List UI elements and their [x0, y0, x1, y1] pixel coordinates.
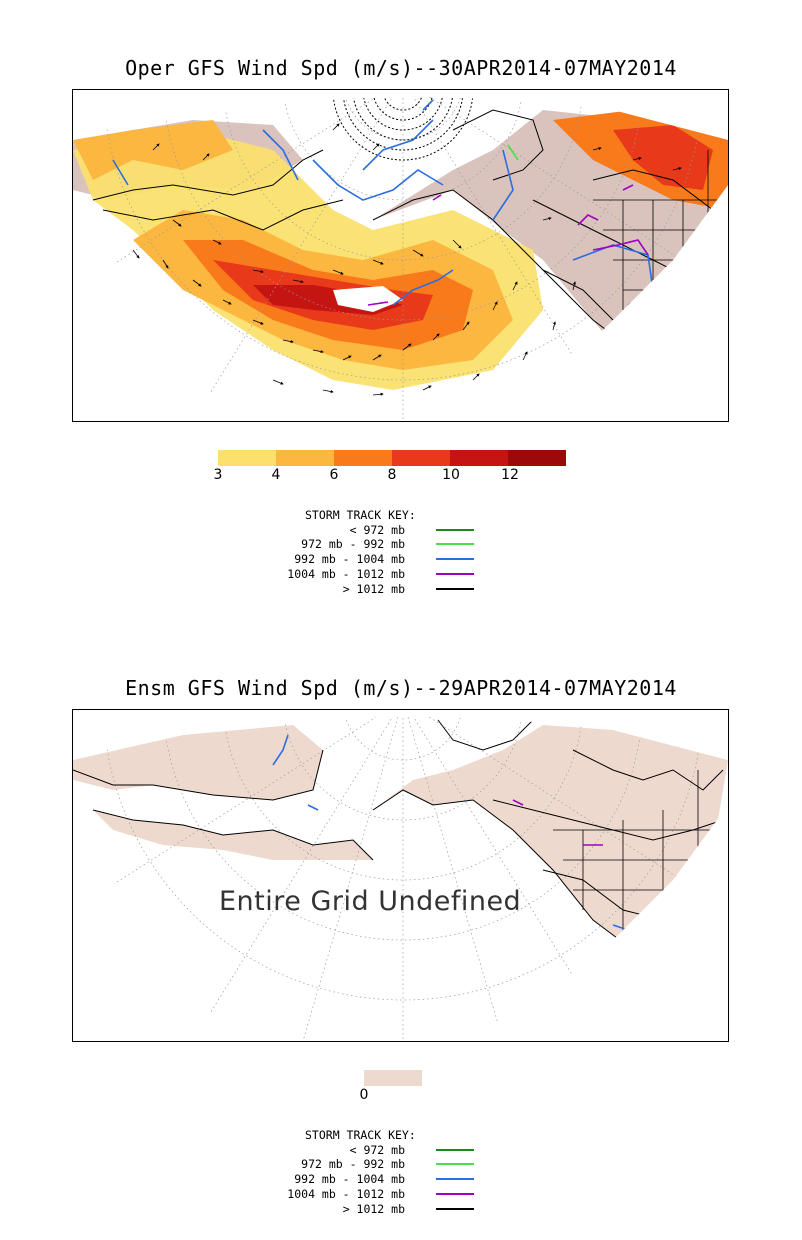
colorbar-segment	[508, 450, 566, 466]
storm-key-label: > 1012 mb	[342, 1202, 405, 1216]
storm-key-line	[436, 543, 474, 545]
panel2-colorbar	[364, 1070, 422, 1086]
storm-key-label: 992 mb - 1004 mb	[294, 1172, 405, 1186]
panel1-title: Oper GFS Wind Spd (m/s)--30APR2014-07MAY…	[125, 56, 677, 80]
colorbar-tick: 0	[359, 1087, 369, 1103]
panel2-title: Ensm GFS Wind Spd (m/s)--29APR2014-07MAY…	[125, 676, 677, 700]
storm-key-label: 1004 mb - 1012 mb	[287, 1187, 405, 1201]
colorbar-segment	[276, 450, 334, 466]
storm-key-title: STORM TRACK KEY:	[305, 508, 416, 522]
colorbar-segment	[450, 450, 508, 466]
colorbar-tick: 8	[387, 467, 397, 483]
storm-key-line	[436, 1208, 474, 1210]
undefined-grid-message: Entire Grid Undefined	[219, 886, 522, 917]
storm-key-line	[436, 1178, 474, 1180]
panel2-storm-track-key: STORM TRACK KEY: < 972 mb 972 mb - 992 m…	[0, 1128, 802, 1218]
storm-key-line	[436, 558, 474, 560]
colorbar-segment	[218, 450, 276, 466]
colorbar-segment	[364, 1070, 422, 1086]
storm-key-line	[436, 588, 474, 590]
panel1-map	[72, 89, 729, 422]
panel2-map: Entire Grid Undefined	[72, 709, 729, 1042]
storm-key-label: 972 mb - 992 mb	[301, 1157, 405, 1171]
wind-speed-map	[73, 96, 728, 421]
colorbar-tick: 12	[501, 467, 519, 483]
panel1-colorbar	[218, 450, 566, 466]
wind-speed-map	[73, 716, 728, 1041]
colorbar-segment	[334, 450, 392, 466]
colorbar-tick: 3	[213, 467, 223, 483]
colorbar-tick: 10	[442, 467, 460, 483]
colorbar-tick: 6	[329, 467, 339, 483]
storm-key-title: STORM TRACK KEY:	[305, 1128, 416, 1142]
storm-key-label: 992 mb - 1004 mb	[294, 552, 405, 566]
storm-key-label: < 972 mb	[349, 1143, 405, 1157]
storm-key-label: 972 mb - 992 mb	[301, 537, 405, 551]
panel1-storm-track-key: STORM TRACK KEY: < 972 mb 972 mb - 992 m…	[0, 508, 802, 598]
colorbar-tick: 4	[271, 467, 281, 483]
storm-key-line	[436, 1163, 474, 1165]
storm-key-label: > 1012 mb	[342, 582, 405, 596]
storm-key-line	[436, 1149, 474, 1151]
storm-key-line	[436, 1193, 474, 1195]
storm-key-line	[436, 573, 474, 575]
storm-key-line	[436, 529, 474, 531]
colorbar-segment	[392, 450, 450, 466]
storm-key-label: < 972 mb	[349, 523, 405, 537]
storm-key-label: 1004 mb - 1012 mb	[287, 567, 405, 581]
